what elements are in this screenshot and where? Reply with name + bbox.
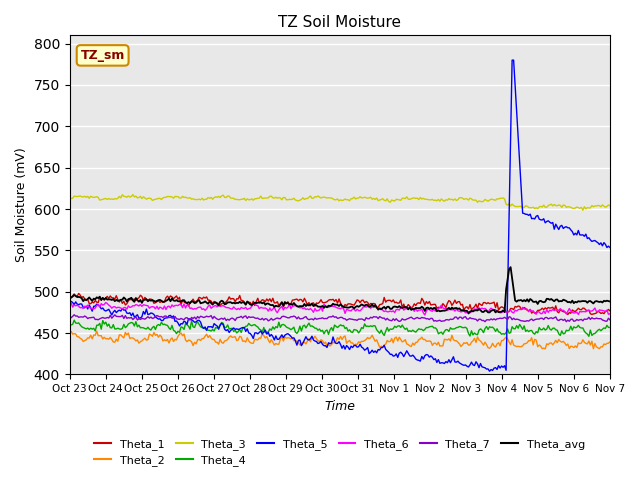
Title: TZ Soil Moisture: TZ Soil Moisture: [278, 15, 401, 30]
Text: TZ_sm: TZ_sm: [81, 49, 125, 62]
Y-axis label: Soil Moisture (mV): Soil Moisture (mV): [15, 147, 28, 262]
X-axis label: Time: Time: [324, 400, 355, 413]
Legend: Theta_1, Theta_2, Theta_3, Theta_4, Theta_5, Theta_6, Theta_7, Theta_avg: Theta_1, Theta_2, Theta_3, Theta_4, Thet…: [90, 434, 589, 470]
